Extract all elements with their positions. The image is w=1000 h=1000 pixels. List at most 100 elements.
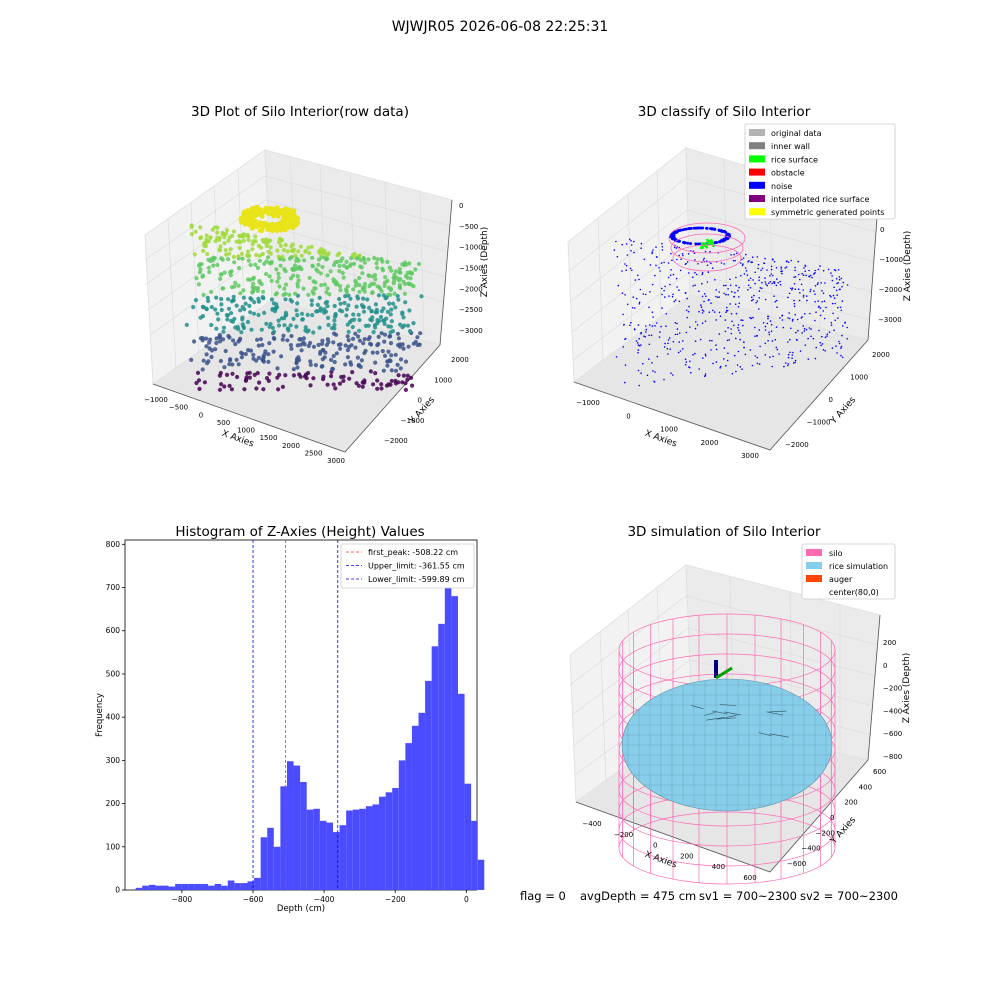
- data-point: [270, 228, 275, 234]
- data-point: [359, 265, 364, 270]
- legend-label: original data: [771, 129, 822, 138]
- histogram-bar: [319, 820, 327, 890]
- histogram-bar: [221, 885, 228, 890]
- data-point: [197, 263, 202, 268]
- noise-point: [837, 269, 840, 271]
- data-point: [351, 336, 356, 341]
- data-point: [392, 278, 397, 283]
- rice-ridge: [758, 732, 772, 737]
- data-point: [227, 335, 232, 340]
- data-point: [379, 386, 384, 391]
- noise-point: [788, 312, 790, 314]
- data-point: [230, 233, 235, 238]
- legend-swatch: [806, 575, 822, 582]
- data-point: [208, 259, 213, 264]
- noise-point: [625, 264, 628, 267]
- noise-point: [659, 270, 661, 272]
- data-point: [332, 322, 337, 328]
- noise-point: [698, 310, 700, 313]
- noise-point: [756, 362, 759, 365]
- data-point: [357, 276, 362, 281]
- noise-point: [675, 247, 678, 249]
- legend-label: noise: [771, 182, 792, 191]
- data-point: [360, 271, 365, 276]
- noise-point: [653, 380, 655, 383]
- noise-point: [727, 293, 729, 296]
- noise-point: [652, 316, 654, 318]
- silo-rings: [668, 222, 746, 272]
- data-point: [316, 262, 321, 267]
- noise-point: [799, 278, 801, 281]
- histogram-bar: [293, 765, 301, 890]
- tick-label: −1000: [401, 417, 425, 425]
- noise-point: [672, 293, 674, 296]
- noise-point: [814, 357, 817, 360]
- noise-point: [807, 337, 809, 340]
- data-point: [362, 260, 367, 265]
- noise-point: [775, 326, 778, 328]
- data-point: [250, 242, 255, 247]
- data-point: [294, 324, 299, 329]
- data-point: [222, 384, 227, 389]
- data-point: [373, 325, 378, 330]
- noise-point: [820, 344, 822, 347]
- tick-label: 2500: [305, 449, 323, 457]
- noise-point: [724, 319, 727, 321]
- noise-point: [821, 301, 823, 303]
- noise-point: [639, 288, 642, 291]
- noise-point: [694, 242, 698, 246]
- noise-point: [791, 357, 793, 360]
- noise-point: [808, 327, 811, 329]
- noise-point: [817, 300, 819, 302]
- histogram-bar: [444, 570, 452, 890]
- tick-label: −800: [883, 753, 902, 761]
- noise-point: [821, 343, 824, 345]
- scatter-points: [184, 204, 424, 392]
- data-point: [415, 342, 420, 348]
- data-point: [286, 207, 291, 212]
- noise-point: [663, 378, 665, 381]
- noise-point: [834, 302, 836, 305]
- rice-ridge: [705, 717, 725, 721]
- data-point: [261, 221, 266, 226]
- noise-point: [625, 243, 628, 245]
- histogram-bar: [188, 883, 195, 890]
- noise-point: [687, 272, 690, 274]
- data-point: [208, 235, 213, 240]
- data-point: [268, 245, 273, 250]
- noise-point: [802, 294, 805, 297]
- noise-point: [715, 361, 718, 363]
- data-point: [381, 368, 386, 373]
- tick-label: 0: [883, 662, 887, 670]
- data-point: [387, 358, 392, 363]
- noise-point: [784, 267, 786, 269]
- data-point: [233, 280, 238, 285]
- noise-point: [705, 355, 707, 357]
- data-point: [242, 222, 248, 227]
- data-point: [381, 293, 386, 298]
- data-point: [401, 279, 406, 284]
- chart-title: 3D Plot of Silo Interior(row data): [191, 104, 409, 120]
- noise-point: [764, 257, 766, 260]
- noise-point: [758, 290, 761, 292]
- noise-point: [705, 260, 708, 262]
- data-point: [260, 225, 266, 230]
- noise-point: [698, 368, 700, 370]
- data-point: [361, 341, 366, 346]
- data-point: [229, 311, 234, 316]
- data-point: [204, 306, 209, 311]
- data-point: [369, 342, 374, 347]
- data-point: [200, 304, 205, 309]
- data-point: [389, 368, 394, 373]
- data-point: [325, 337, 330, 342]
- data-point: [281, 248, 286, 253]
- data-point: [336, 342, 341, 347]
- status-sv2: sv2 = 700~2300: [800, 889, 898, 903]
- tick-label: 600: [743, 874, 756, 882]
- noise-point: [747, 289, 749, 291]
- tick-label: 200: [844, 799, 857, 807]
- data-point: [313, 363, 318, 368]
- noise-point: [805, 295, 808, 297]
- noise-point: [822, 310, 824, 312]
- data-point: [234, 357, 239, 362]
